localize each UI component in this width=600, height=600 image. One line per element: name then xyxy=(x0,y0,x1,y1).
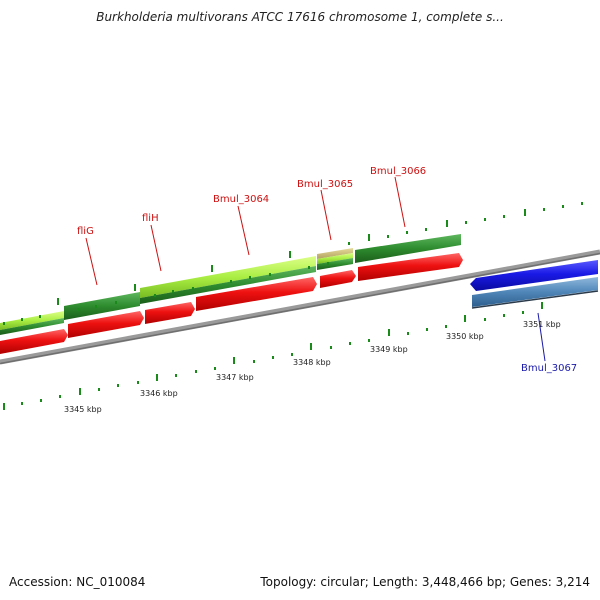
cds-reverse xyxy=(472,277,598,307)
gene-arrow xyxy=(68,311,144,338)
cds-track-forward xyxy=(0,234,461,335)
accession-text: Accession: NC_010084 xyxy=(9,575,146,589)
gene-label-fliH: fliH xyxy=(142,213,159,224)
cds-3066-main xyxy=(355,234,461,263)
tick-label: 3346 kbp xyxy=(140,389,178,398)
gene-arrow-reverse xyxy=(470,260,598,291)
tick-row-lower xyxy=(3,302,543,410)
gene-arrow xyxy=(358,253,463,281)
cds-fliG-light xyxy=(0,311,64,330)
cds-3065-tan xyxy=(317,248,353,259)
cds-fliH-dark xyxy=(140,266,316,304)
gene-label-bmul-3066: Bmul_3066 xyxy=(370,166,426,177)
tick-label: 3350 kbp xyxy=(446,332,484,341)
gene-label-bmul-3065: Bmul_3065 xyxy=(297,179,353,190)
gene-arrow xyxy=(320,270,356,288)
cds-fliG-dark xyxy=(0,318,64,335)
gene-arrow xyxy=(145,302,195,324)
tick-label: 3351 kbp xyxy=(523,320,561,329)
genes-reverse xyxy=(470,260,599,309)
cds-fliH-light xyxy=(140,256,316,298)
gene-label-fliG: fliG xyxy=(77,226,94,237)
cds-fliG-main xyxy=(64,292,140,320)
gene-arrow xyxy=(196,277,317,311)
gene-label-bmul-3064: Bmul_3064 xyxy=(213,194,269,205)
tick-label: 3347 kbp xyxy=(216,373,254,382)
tick-label: 3349 kbp xyxy=(370,345,408,354)
cds-3065-light xyxy=(317,253,353,264)
gene-labels: fliG fliH Bmul_3064 Bmul_3065 Bmul_3066 … xyxy=(77,166,577,374)
tick-label: 3345 kbp xyxy=(64,405,102,414)
cds-3065-dark xyxy=(317,258,353,270)
tick-labels: 3345 kbp 3346 kbp 3347 kbp 3348 kbp 3349… xyxy=(64,320,561,414)
gene-arrow xyxy=(0,329,68,354)
genes-forward xyxy=(0,253,463,354)
tick-label: 3348 kbp xyxy=(293,358,331,367)
map-title: Burkholderia multivorans ATCC 17616 chro… xyxy=(96,10,504,24)
gene-label-bmul-3067: Bmul_3067 xyxy=(521,363,577,374)
backbone xyxy=(0,249,600,365)
tick-row-upper xyxy=(3,202,583,325)
topology-text: Topology: circular; Length: 3,448,466 bp… xyxy=(260,575,590,589)
